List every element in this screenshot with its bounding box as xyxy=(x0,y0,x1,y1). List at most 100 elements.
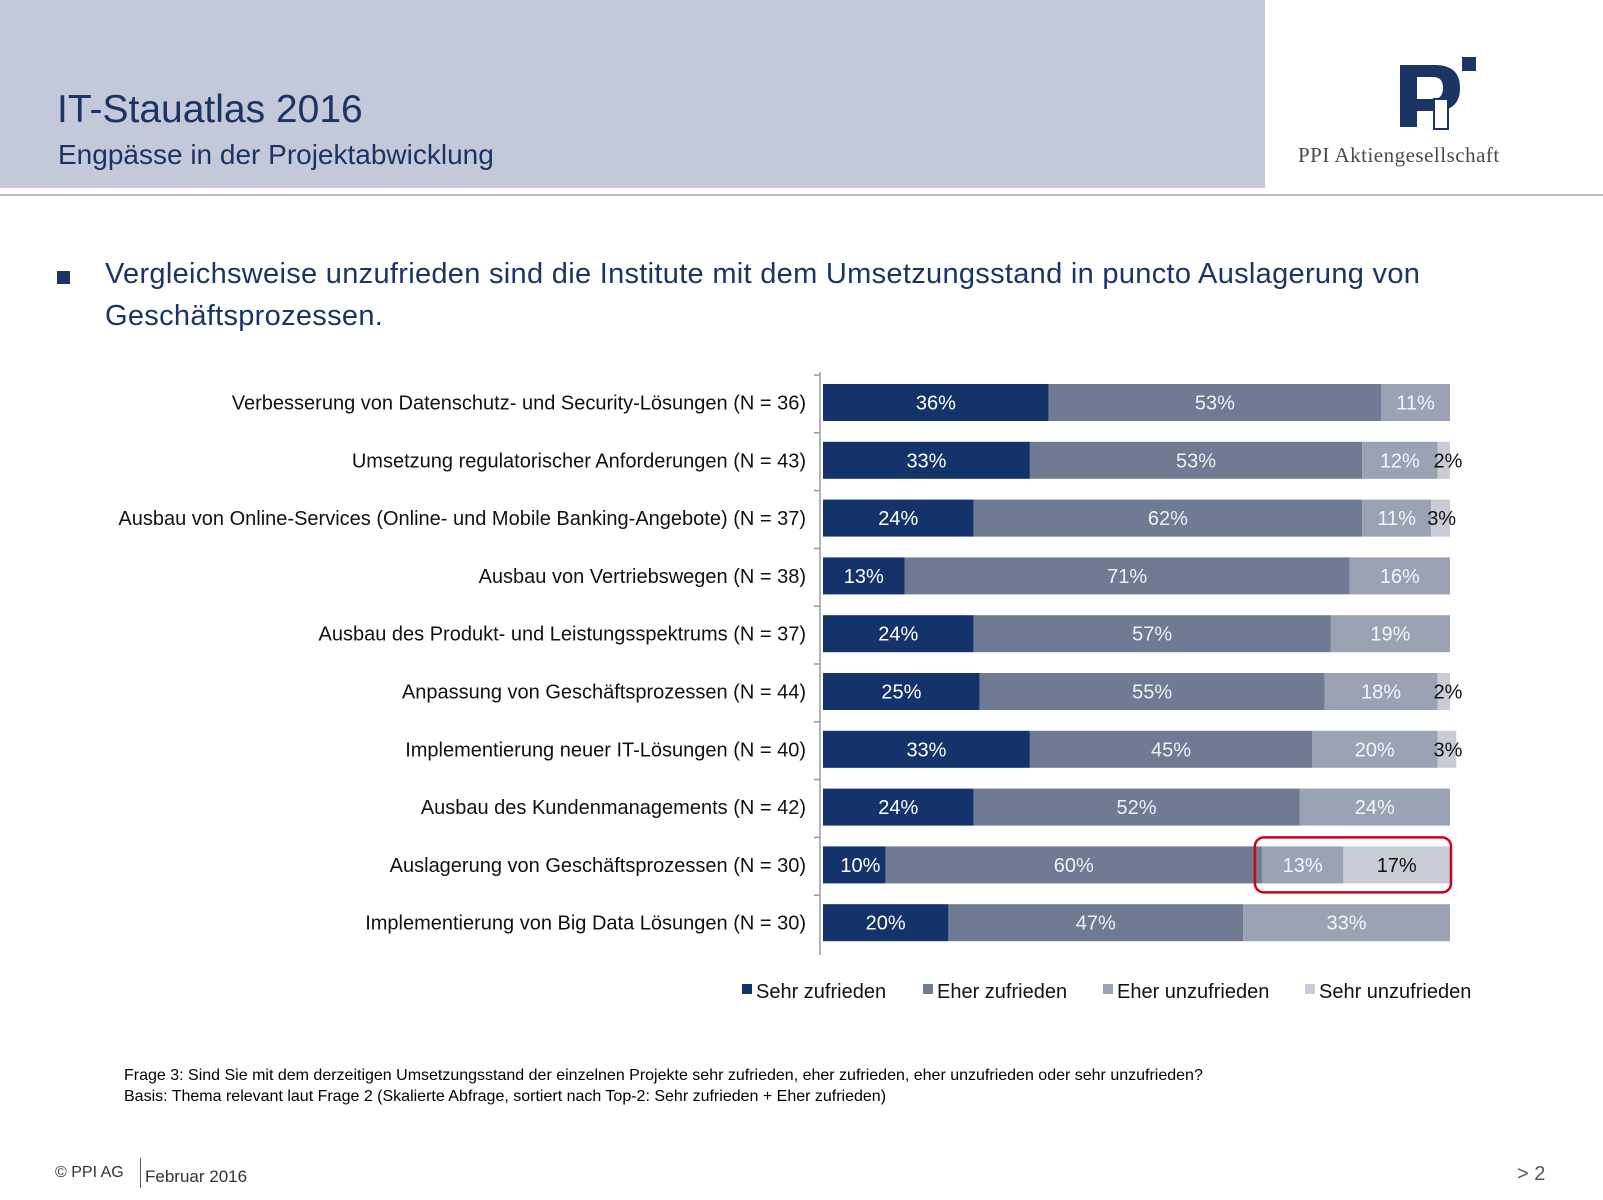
data-label: 16% xyxy=(1380,566,1420,588)
legend-swatch xyxy=(742,984,752,994)
legend-label: Sehr zufrieden xyxy=(756,981,886,1003)
data-label: 60% xyxy=(1054,855,1094,877)
data-label: 24% xyxy=(1355,797,1395,819)
data-label: 36% xyxy=(916,393,956,415)
bar-segment xyxy=(1261,846,1344,884)
data-label: 33% xyxy=(906,450,946,472)
bar-segment xyxy=(823,615,974,653)
data-label: 11% xyxy=(1377,508,1416,530)
legend-swatch xyxy=(1305,984,1315,994)
data-label: 33% xyxy=(1327,913,1367,935)
data-label: 2% xyxy=(1433,682,1462,704)
data-label: 24% xyxy=(878,624,918,646)
bar-segment xyxy=(1362,499,1432,537)
bar-segment xyxy=(1431,499,1450,537)
bar-segment xyxy=(1324,673,1438,710)
bar-segment xyxy=(1029,730,1313,768)
data-label: 20% xyxy=(1355,739,1395,761)
bar-segment xyxy=(823,730,1030,768)
category-label: Implementierung neuer IT-Lösungen (N = 4… xyxy=(405,739,806,761)
bar-segment xyxy=(979,673,1325,710)
legend-label: Eher zufrieden xyxy=(937,981,1067,1003)
legend-label: Sehr unzufrieden xyxy=(1319,981,1471,1003)
bar-segment xyxy=(973,499,1363,537)
category-label: Ausbau von Online-Services (Online- und … xyxy=(118,508,806,530)
category-label: Ausbau von Vertriebswegen (N = 38) xyxy=(479,566,806,588)
highlight-box xyxy=(1253,836,1453,894)
data-label: 12% xyxy=(1380,450,1420,472)
data-label: 47% xyxy=(1076,913,1116,935)
footer-date: Februar 2016 xyxy=(145,1167,248,1186)
data-label: 3% xyxy=(1433,739,1462,761)
data-label: 55% xyxy=(1132,682,1172,704)
bar-segment xyxy=(1437,441,1450,479)
category-label: Anpassung von Geschäftsprozessen (N = 44… xyxy=(402,682,806,704)
stacked-bar-chart: Verbesserung von Datenschutz- und Securi… xyxy=(118,372,1471,1003)
company-name: PPI Aktiengesellschaft xyxy=(1298,143,1500,167)
footnote-question: Frage 3: Sind Sie mit dem derzeitigen Um… xyxy=(124,1067,1203,1084)
category-label: Implementierung von Big Data Lösungen (N… xyxy=(365,913,806,935)
bar-segment xyxy=(948,904,1244,942)
page-subtitle: Engpässe in der Projektabwicklung xyxy=(58,139,494,170)
data-label: 57% xyxy=(1132,624,1172,646)
data-label: 19% xyxy=(1370,624,1410,646)
data-label: 25% xyxy=(881,682,921,704)
bar-segment xyxy=(823,441,1030,479)
data-label: 2% xyxy=(1433,450,1462,472)
category-label: Ausbau des Kundenmanagements (N = 42) xyxy=(421,797,806,819)
data-label: 52% xyxy=(1116,797,1156,819)
legend-label: Eher unzufrieden xyxy=(1117,981,1269,1003)
footnote: Frage 3: Sind Sie mit dem derzeitigen Um… xyxy=(124,1065,1203,1107)
header-band xyxy=(0,0,1265,188)
page-title: IT-Stauatlas 2016 xyxy=(57,88,363,131)
data-label: 62% xyxy=(1148,508,1188,530)
data-label: 17% xyxy=(1377,855,1417,877)
bar-segment xyxy=(1343,846,1450,884)
data-label: 20% xyxy=(866,913,906,935)
bar-segment xyxy=(904,557,1350,595)
bar-segment xyxy=(1029,441,1363,479)
data-label: 24% xyxy=(878,508,918,530)
data-label: 71% xyxy=(1107,566,1147,588)
category-label: Verbesserung von Datenschutz- und Securi… xyxy=(232,393,806,415)
bar-segment xyxy=(1362,441,1438,479)
bar-segment xyxy=(1349,557,1450,595)
bar-segment xyxy=(823,499,974,537)
bar-segment xyxy=(823,673,980,710)
bar-segment xyxy=(823,384,1049,421)
data-label: 18% xyxy=(1361,682,1401,704)
header-divider xyxy=(0,194,1603,196)
data-label: 33% xyxy=(906,739,946,761)
bar-segment xyxy=(1312,730,1438,768)
bar-segment xyxy=(1243,904,1450,942)
data-label: 53% xyxy=(1195,393,1235,415)
footer-divider xyxy=(140,1158,141,1188)
bar-segment xyxy=(823,788,974,826)
bar-segment xyxy=(1437,673,1450,710)
legend-swatch xyxy=(923,984,933,994)
legend-swatch xyxy=(1103,984,1113,994)
data-label: 3% xyxy=(1427,508,1456,530)
page-number: > 2 xyxy=(1517,1163,1546,1185)
bar-segment xyxy=(823,557,905,595)
bar-segment xyxy=(1330,615,1450,653)
data-label: 53% xyxy=(1176,450,1216,472)
bullet-icon xyxy=(57,271,70,284)
bar-segment xyxy=(973,788,1300,826)
bar-segment xyxy=(1299,788,1450,826)
bar-segment xyxy=(885,846,1262,884)
bar-segment xyxy=(1437,730,1457,768)
bar-segment xyxy=(1048,384,1382,421)
copyright: © PPI AG xyxy=(55,1164,124,1181)
category-label: Umsetzung regulatorischer Anforderungen … xyxy=(352,450,806,472)
bar-segment xyxy=(973,615,1331,653)
bar-segment xyxy=(823,846,886,884)
bar-segment xyxy=(1381,384,1450,421)
category-label: Ausbau des Produkt- und Leistungsspektru… xyxy=(319,624,806,646)
data-label: 13% xyxy=(844,566,884,588)
category-label: Auslagerung von Geschäftsprozessen (N = … xyxy=(390,855,806,877)
data-label: 11% xyxy=(1396,393,1435,415)
data-label: 24% xyxy=(878,797,918,819)
data-label: 10% xyxy=(840,855,880,877)
ppi-logo xyxy=(1400,57,1476,130)
